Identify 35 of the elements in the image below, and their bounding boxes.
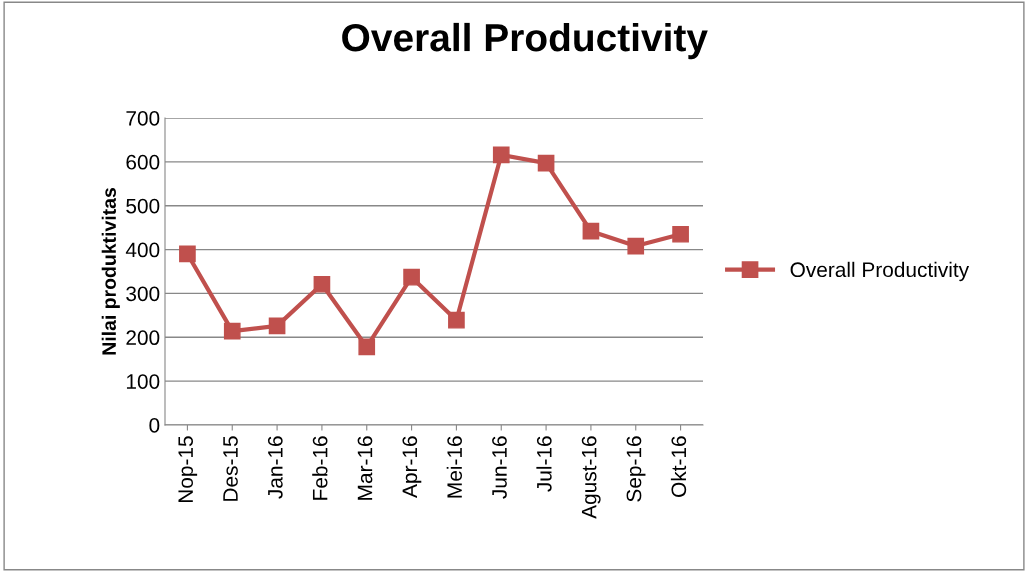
point bbox=[672, 225, 689, 243]
point bbox=[358, 338, 376, 356]
y-tick-label: 500 bbox=[126, 198, 160, 214]
y-tick-label: 200 bbox=[126, 330, 160, 346]
y-tick-label: 600 bbox=[126, 154, 160, 170]
legend-label: Overall Productivity bbox=[790, 261, 970, 282]
x-tick-label: Jun-16 bbox=[492, 436, 507, 499]
y-tick-label: 400 bbox=[125, 242, 160, 258]
x-tick-label: Apr-16 bbox=[402, 436, 422, 498]
x-tick-label: Sep-16 bbox=[626, 436, 646, 502]
point bbox=[582, 222, 600, 240]
y-axis-title: Nilai produktivitas bbox=[101, 188, 120, 355]
y-tick-label: 300 bbox=[126, 286, 160, 302]
point bbox=[627, 237, 645, 255]
x-tick-label: Agust-16 bbox=[581, 436, 601, 519]
x-tick-label: Mar-16 bbox=[357, 436, 373, 500]
x-tick-label: Okt-16 bbox=[670, 436, 687, 497]
point bbox=[179, 245, 196, 263]
x-tick-label: Jan-16 bbox=[267, 436, 283, 499]
point bbox=[448, 311, 465, 329]
x-tick-label: Feb-16 bbox=[312, 436, 328, 500]
point bbox=[223, 322, 241, 340]
point bbox=[537, 154, 555, 172]
chart-title: Overall Productivity bbox=[342, 22, 708, 60]
point bbox=[403, 268, 420, 286]
point bbox=[492, 146, 510, 164]
x-tick-label: Jul-16 bbox=[536, 436, 552, 492]
y-tick-label: 0 bbox=[149, 418, 160, 433]
point bbox=[268, 317, 286, 335]
point bbox=[313, 275, 331, 293]
x-tick-label: Mei-16 bbox=[446, 436, 463, 498]
y-tick-label: 700 bbox=[126, 111, 160, 126]
x-tick-label: Des-15 bbox=[223, 436, 238, 501]
y-tick-label: 100 bbox=[126, 374, 160, 389]
x-tick-label: Nop-15 bbox=[178, 436, 198, 503]
